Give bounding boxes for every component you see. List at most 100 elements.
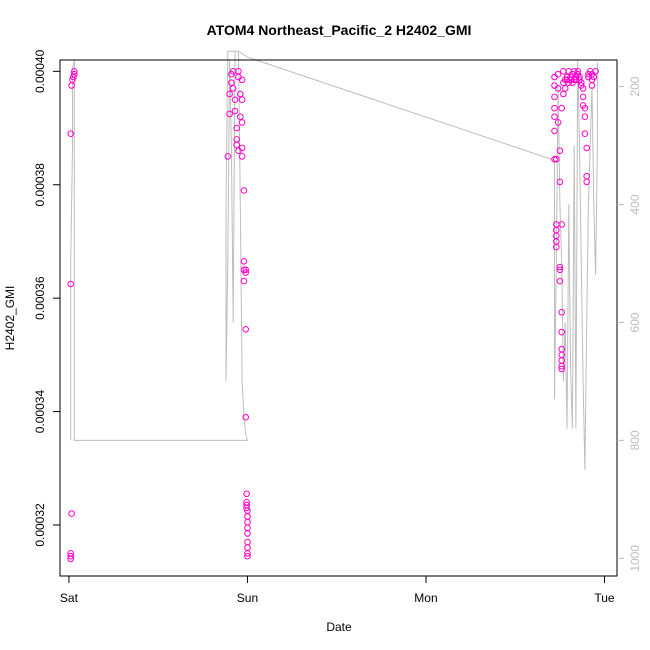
data-point <box>67 280 74 288</box>
data-point <box>233 141 240 149</box>
data-point <box>226 90 233 98</box>
y2-tick-label: 400 <box>628 194 642 214</box>
data-point <box>551 113 558 120</box>
data-point <box>240 277 248 285</box>
x-tick-label: Sat <box>60 591 79 605</box>
y2-tick-label: 1000 <box>628 545 642 572</box>
data-point <box>238 76 246 84</box>
data-point <box>554 85 562 92</box>
data-point <box>578 79 585 86</box>
data-point <box>240 187 248 194</box>
data-point <box>592 68 599 75</box>
data-point <box>244 538 251 546</box>
data-point <box>583 172 591 180</box>
data-point <box>565 68 573 75</box>
data-point <box>243 490 250 498</box>
chart-title: ATOM4 Northeast_Pacific_2 H2402_GMI <box>207 22 472 38</box>
data-point <box>558 309 566 316</box>
data-point <box>71 70 78 78</box>
data-point <box>67 550 74 557</box>
data-point <box>229 85 237 92</box>
x-tick-label: Sun <box>237 591 258 605</box>
y-tick-label: 0.00038 <box>33 163 47 207</box>
data-point <box>242 266 249 274</box>
y-tick-label: 0.00040 <box>33 49 47 93</box>
data-point <box>242 326 249 333</box>
y-tick-label: 0.00036 <box>33 276 47 320</box>
data-point <box>244 544 251 551</box>
y-axis-label: H2402_GMI <box>3 286 17 351</box>
y-tick-label: 0.00032 <box>33 503 47 547</box>
data-point <box>551 127 558 135</box>
data-point <box>244 550 251 557</box>
data-point <box>554 70 562 78</box>
data-point <box>224 153 232 160</box>
data-point <box>235 68 242 75</box>
x-tick-label: Mon <box>414 591 437 605</box>
data-point <box>551 155 558 163</box>
line-series-layer <box>70 50 598 470</box>
data-point <box>244 530 251 537</box>
data-point <box>71 68 78 75</box>
data-point <box>560 68 567 75</box>
y2-tick-label: 200 <box>628 76 642 96</box>
data-point <box>551 93 558 101</box>
data-point <box>244 518 251 526</box>
data-point <box>237 113 244 120</box>
data-point <box>243 504 250 512</box>
data-point <box>579 93 587 101</box>
data-point <box>238 153 246 160</box>
data-point <box>233 124 240 132</box>
data-point <box>574 68 582 75</box>
data-point <box>560 90 567 98</box>
data-point <box>238 119 246 126</box>
data-point <box>558 351 566 359</box>
data-point <box>68 510 75 517</box>
data-point <box>67 552 74 560</box>
y-axis-right: 200 400 600 800 1000 <box>617 76 642 572</box>
data-point <box>244 552 251 560</box>
series-line-0 <box>70 50 598 470</box>
data-point <box>244 513 251 520</box>
data-point <box>576 73 583 81</box>
x-tick-label: Tue <box>594 591 615 605</box>
y2-tick-label: 800 <box>628 430 642 450</box>
data-point <box>558 328 566 336</box>
data-point <box>556 263 564 271</box>
data-point <box>556 277 564 285</box>
data-point <box>228 79 235 86</box>
data-point <box>69 76 76 84</box>
data-point <box>561 85 569 92</box>
scatter-points-layer <box>67 68 599 563</box>
x-axis: Sat Sun Mon Tue <box>60 575 615 605</box>
data-point <box>558 362 566 370</box>
data-point <box>237 90 244 98</box>
data-point <box>558 345 566 353</box>
data-point <box>231 107 239 115</box>
data-point <box>558 104 566 112</box>
data-point <box>581 113 589 120</box>
data-point <box>583 144 591 152</box>
data-point <box>581 130 589 137</box>
y2-tick-label: 600 <box>628 312 642 332</box>
data-point <box>583 178 591 186</box>
data-point <box>579 85 587 92</box>
data-point <box>556 178 564 186</box>
y-axis-left: 0.00032 0.00034 0.00036 0.00038 0.00040 <box>33 49 60 547</box>
data-point <box>590 73 598 81</box>
data-point <box>553 155 560 163</box>
data-point <box>558 221 566 228</box>
data-point <box>551 104 558 112</box>
data-point <box>231 96 239 103</box>
data-point <box>553 243 560 251</box>
y-tick-label: 0.00034 <box>33 390 47 434</box>
data-point <box>226 110 233 118</box>
data-point <box>556 147 564 154</box>
data-point <box>238 96 246 103</box>
plot-frame <box>59 59 618 577</box>
data-point <box>554 119 562 126</box>
data-point <box>244 524 251 532</box>
data-point <box>238 144 246 152</box>
data-point <box>242 269 249 276</box>
